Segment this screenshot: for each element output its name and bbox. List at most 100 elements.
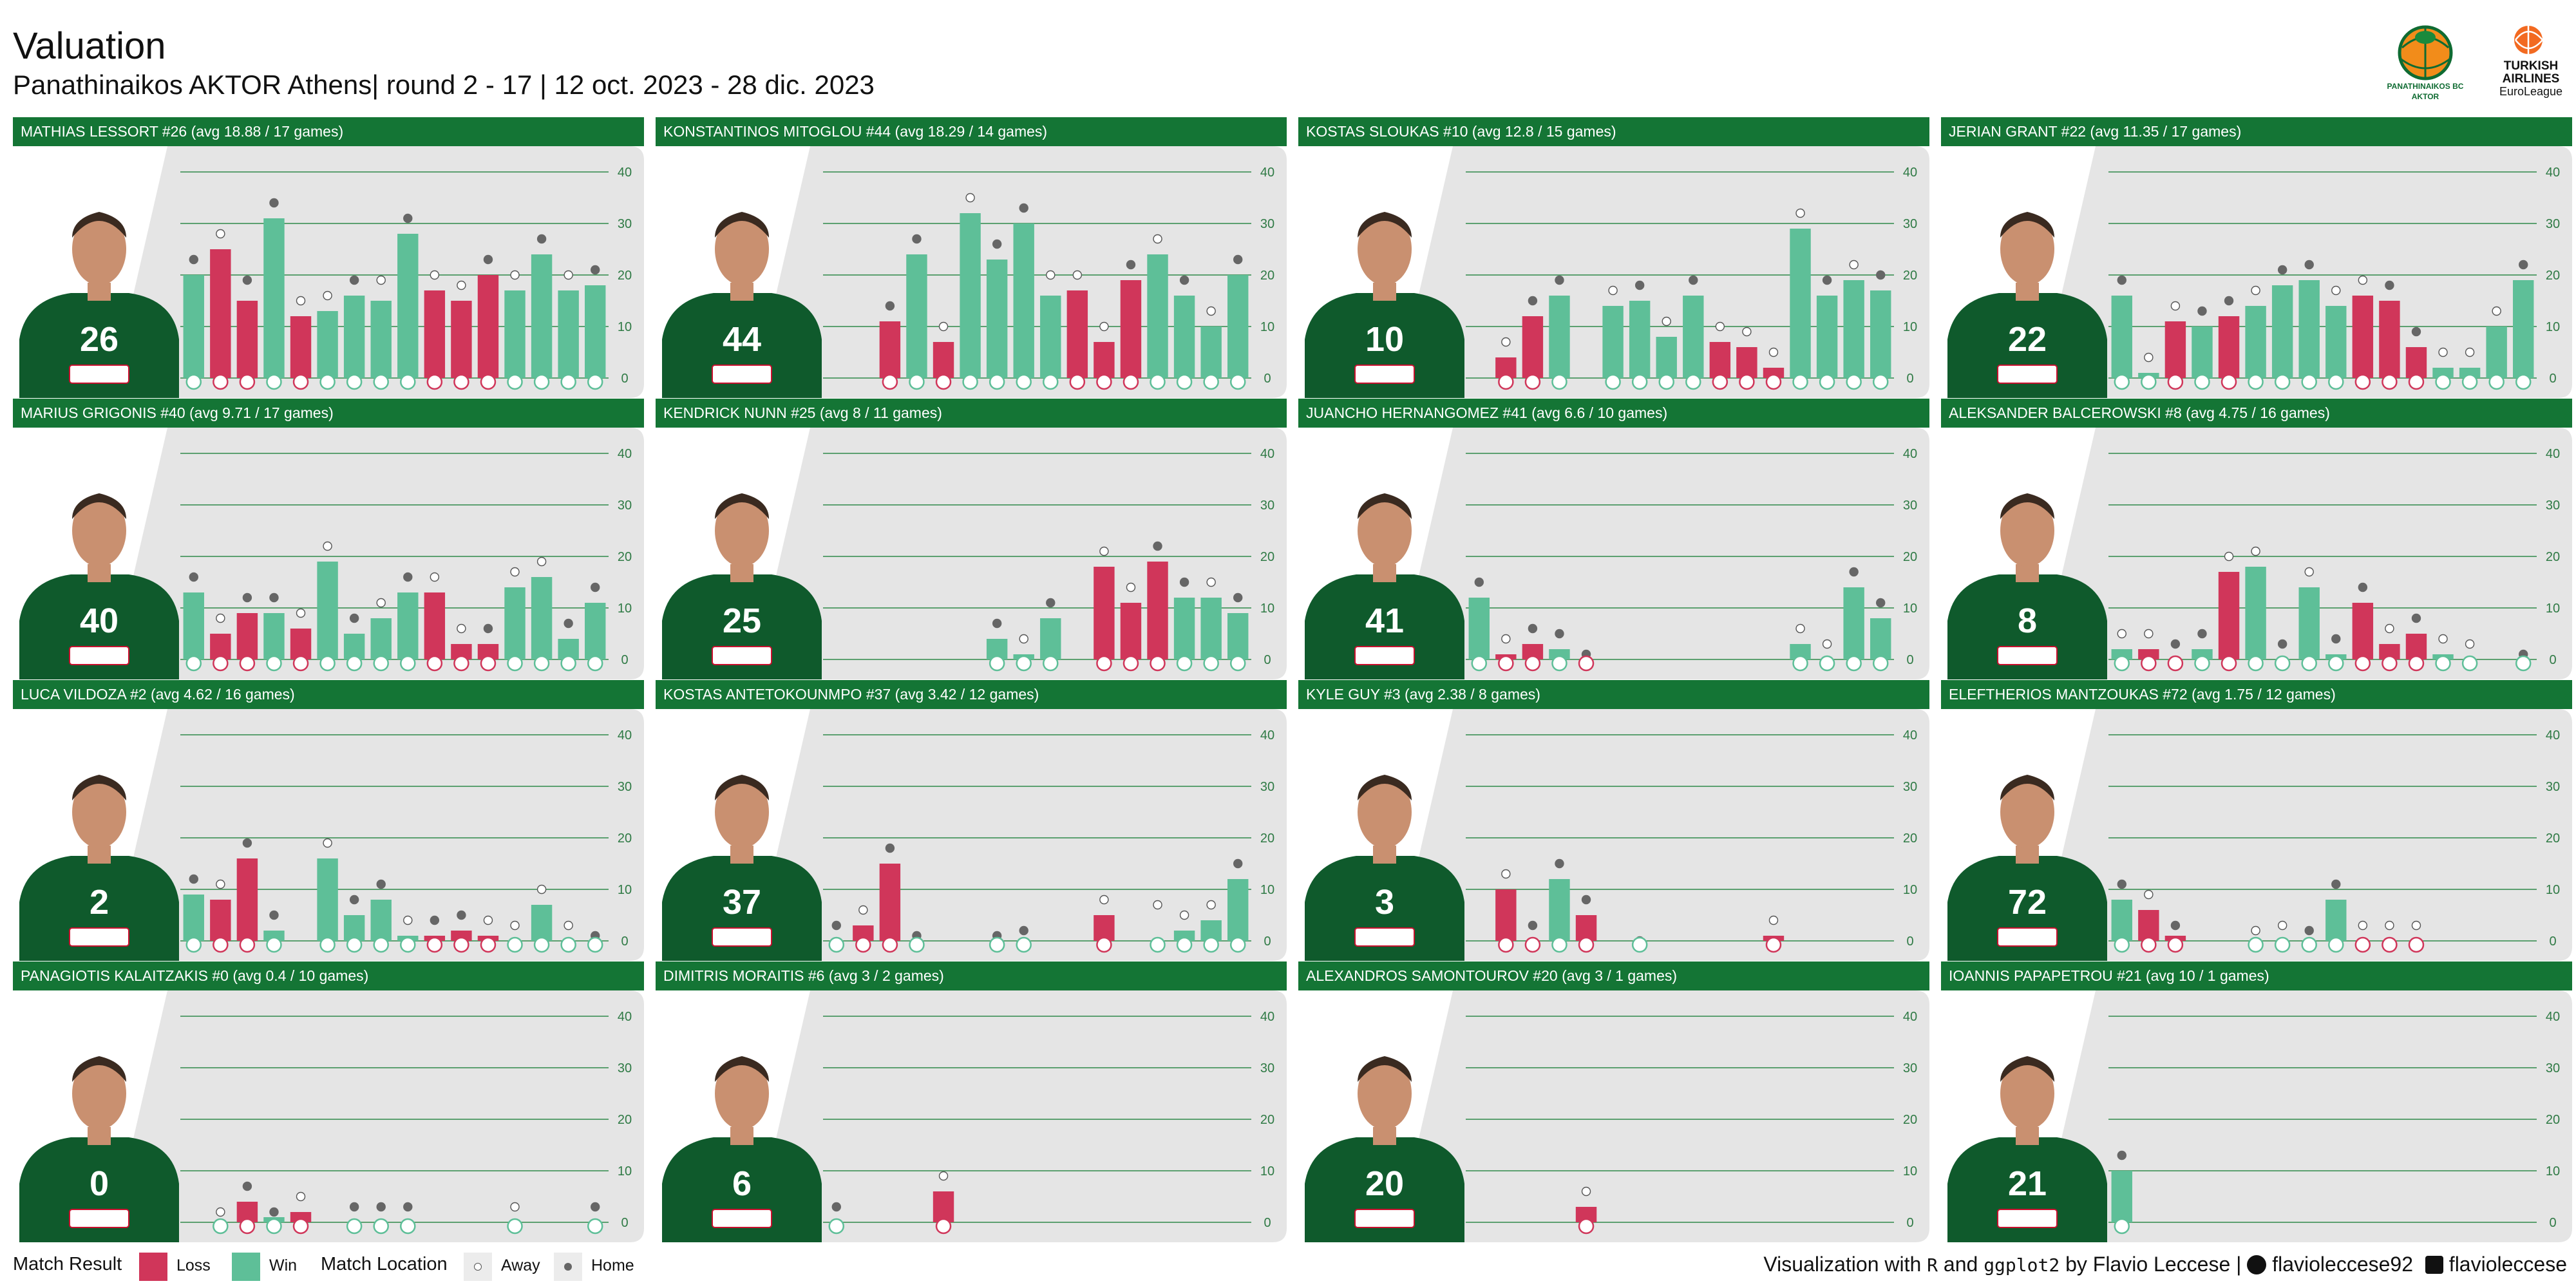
- value-bar: [290, 316, 312, 378]
- opponent-badge: [2141, 374, 2157, 390]
- value-bar: [451, 931, 472, 941]
- player-header: ELEFTHERIOS MANTZOUKAS #72 (avg 1.75 / 1…: [1941, 680, 2572, 709]
- opponent-badge: [1203, 374, 1219, 390]
- home-marker: [1126, 260, 1136, 270]
- player-photo: 21: [1947, 1056, 2107, 1242]
- opponent-badge: [1792, 655, 1808, 672]
- opponent-badge: [1150, 936, 1166, 953]
- opponent-badge: [1578, 936, 1595, 953]
- opponent-badge: [507, 1218, 523, 1235]
- jersey-number: 37: [723, 883, 761, 922]
- plot-background: [1395, 428, 1929, 679]
- y-tick-label: 40: [618, 166, 632, 180]
- legend-home-dot: [564, 1263, 572, 1271]
- home-marker: [376, 879, 386, 889]
- club-logo-line2: AKTOR: [2412, 92, 2439, 101]
- value-bar: [1736, 347, 1757, 378]
- y-tick-label: 0: [2549, 934, 2556, 949]
- jersey-number: 72: [2008, 883, 2047, 922]
- player-chart: 0 10 20 30 40 3: [1305, 709, 1929, 961]
- value-bar: [906, 254, 927, 378]
- home-marker: [2411, 613, 2421, 623]
- opponent-badge: [453, 936, 469, 953]
- jersey-number: 40: [80, 601, 118, 640]
- value-bar: [370, 301, 392, 378]
- value-bar: [1066, 290, 1088, 378]
- opponent-badge: [533, 936, 550, 953]
- opponent-badge: [373, 374, 389, 390]
- away-marker: [403, 915, 413, 925]
- home-marker: [1876, 598, 1886, 608]
- opponent-badge: [909, 936, 925, 953]
- opponent-badge: [1498, 936, 1514, 953]
- away-marker: [1072, 270, 1083, 280]
- home-marker: [2277, 639, 2287, 649]
- credits-linkedin[interactable]: flavioleccese: [2448, 1253, 2567, 1276]
- away-marker: [510, 567, 520, 577]
- y-tick-label: 10: [618, 1164, 632, 1179]
- opponent-badge: [2408, 936, 2425, 953]
- jersey-number: 26: [80, 320, 118, 359]
- opponent-badge: [400, 936, 416, 953]
- away-marker: [376, 275, 386, 285]
- player-photo: 26: [19, 212, 179, 398]
- player-panel: KOSTAS ANTETOKOUNMPO #37 (avg 3.42 / 12 …: [656, 680, 1287, 961]
- away-marker: [2385, 920, 2394, 931]
- value-bar: [2459, 368, 2481, 378]
- away-marker: [1206, 306, 1216, 316]
- away-marker: [2492, 306, 2501, 316]
- value-bar: [1549, 649, 1570, 659]
- opponent-badge: [2435, 655, 2451, 672]
- opponent-badge: [2354, 936, 2371, 953]
- player-header: LUCA VILDOZA #2 (avg 4.62 / 16 games): [13, 680, 644, 709]
- player-chart: 0 10 20 30 40 8: [1947, 428, 2572, 679]
- value-bar: [933, 342, 954, 378]
- league-logo-line1: TURKISH: [2504, 59, 2558, 73]
- away-marker: [376, 598, 386, 608]
- opponent-badge: [1551, 936, 1567, 953]
- away-marker: [1153, 900, 1162, 910]
- value-bar: [1575, 915, 1597, 941]
- opponent-badge: [213, 1218, 229, 1235]
- value-bar: [504, 290, 526, 378]
- plot-background: [2038, 990, 2572, 1242]
- y-tick-label: 20: [618, 550, 632, 564]
- opponent-badge: [2328, 374, 2344, 390]
- player-header: KOSTAS SLOUKAS #10 (avg 12.8 / 15 games): [1298, 117, 1929, 146]
- y-tick-label: 0: [1906, 372, 1913, 386]
- opponent-badge: [1122, 655, 1139, 672]
- value-bar: [1094, 567, 1115, 659]
- away-marker: [1206, 900, 1216, 910]
- home-marker: [2358, 582, 2368, 592]
- opponent-badge: [319, 655, 336, 672]
- player-photo: 44: [662, 212, 822, 398]
- y-tick-label: 20: [1260, 550, 1274, 564]
- away-marker: [457, 623, 466, 634]
- home-marker: [349, 1202, 359, 1212]
- y-tick-label: 30: [618, 498, 632, 513]
- value-bar: [343, 634, 365, 659]
- home-marker: [1555, 275, 1564, 285]
- opponent-badge: [1872, 374, 1889, 390]
- home-marker: [1528, 920, 1538, 931]
- opponent-badge: [587, 655, 603, 672]
- value-bar: [2298, 280, 2320, 378]
- home-marker: [591, 582, 600, 592]
- away-marker: [296, 296, 306, 306]
- opponent-badge: [1176, 655, 1193, 672]
- away-marker: [1153, 234, 1162, 244]
- value-bar: [1709, 342, 1731, 378]
- y-tick-label: 20: [1903, 269, 1917, 283]
- player-header: MATHIAS LESSORT #26 (avg 18.88 / 17 game…: [13, 117, 644, 146]
- value-bar: [370, 900, 392, 941]
- legend-location-title: Match Location: [321, 1254, 448, 1274]
- credits-github[interactable]: flavioleccese92: [2272, 1253, 2414, 1276]
- opponent-badge: [239, 655, 256, 672]
- opponent-badge: [2354, 655, 2371, 672]
- y-tick-label: 30: [2546, 217, 2560, 231]
- y-tick-label: 0: [1906, 1216, 1913, 1230]
- home-marker: [2331, 879, 2341, 889]
- y-tick-label: 30: [1260, 1061, 1274, 1075]
- jersey-number: 25: [723, 601, 761, 640]
- value-bar: [397, 234, 419, 378]
